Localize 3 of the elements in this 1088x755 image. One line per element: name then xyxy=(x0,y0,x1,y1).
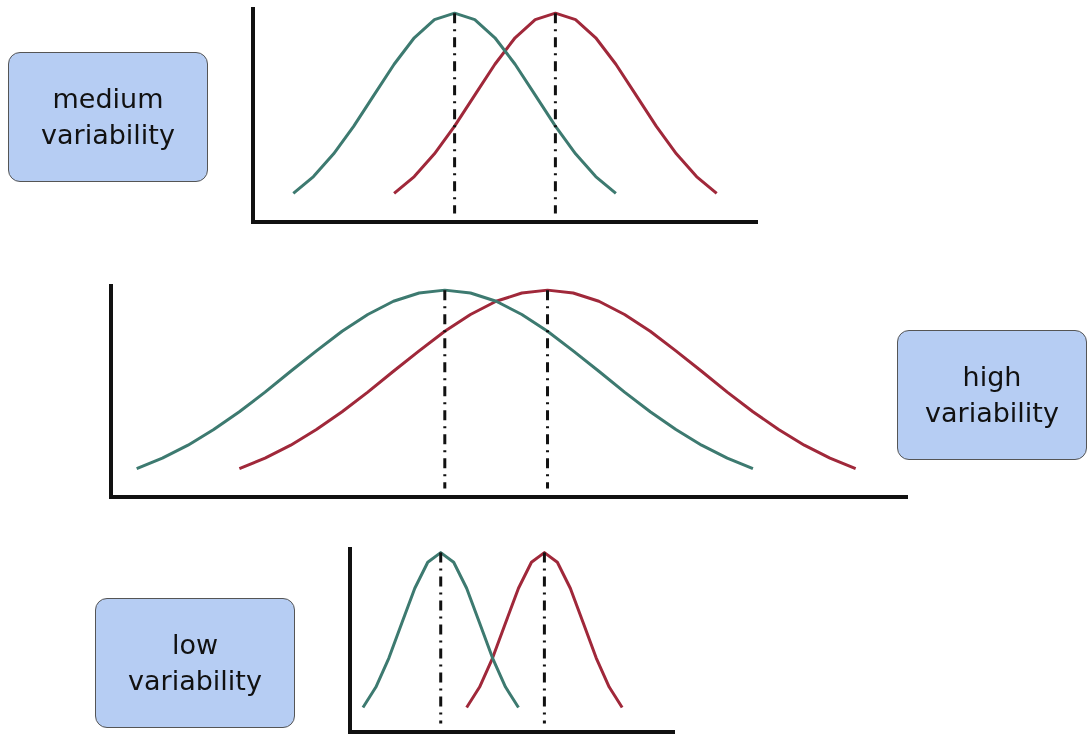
text: high variability xyxy=(897,330,1087,460)
text: low variability xyxy=(95,598,295,728)
text: medium variability xyxy=(8,52,208,182)
